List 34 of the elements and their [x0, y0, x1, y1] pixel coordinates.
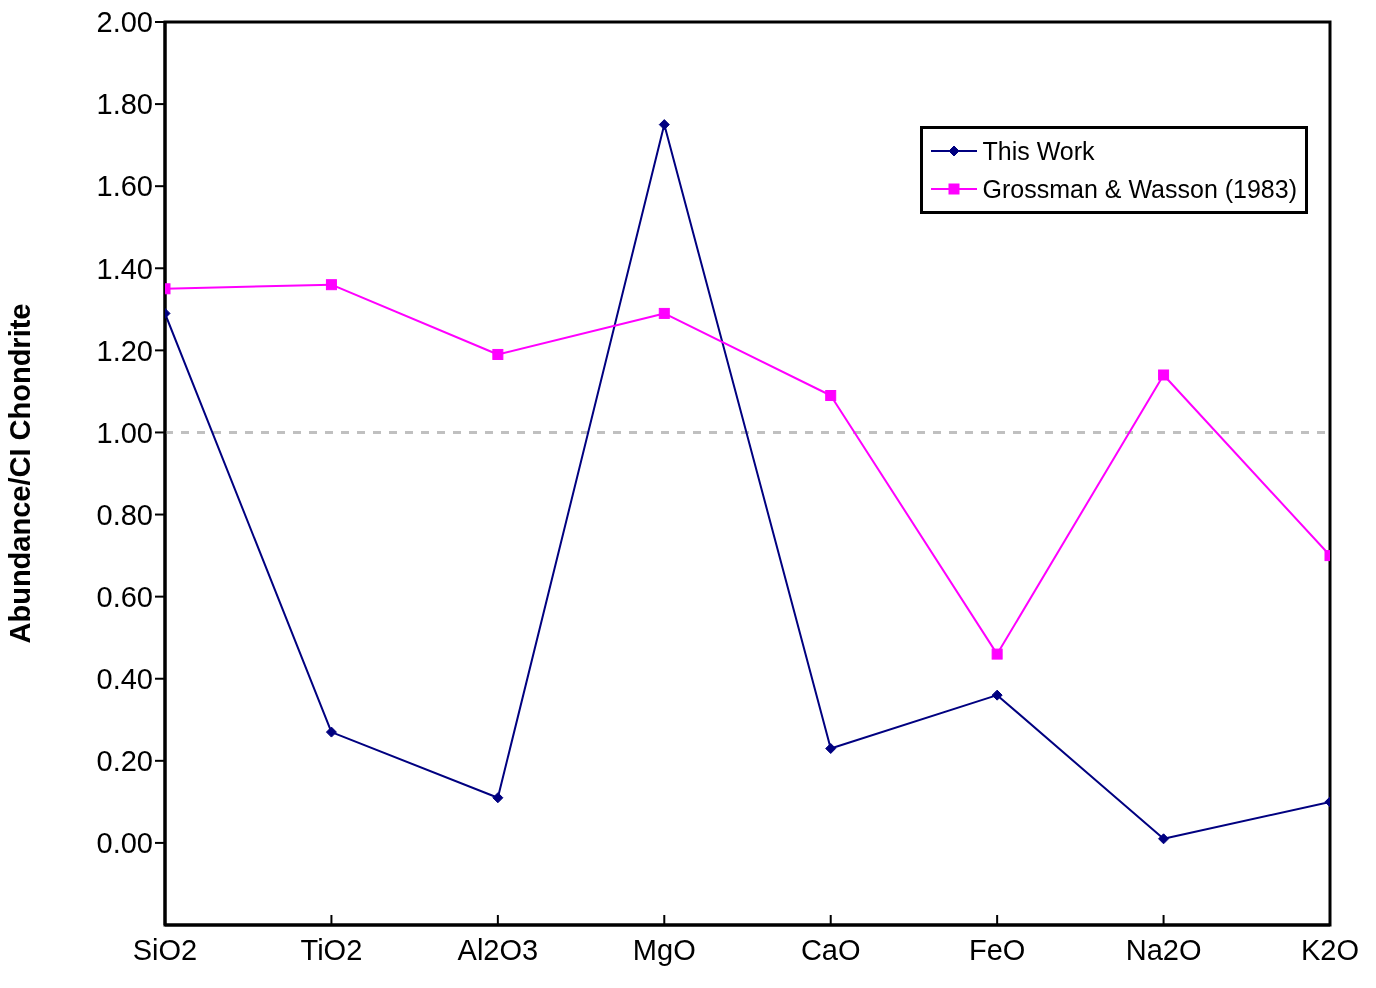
- x-tick-label: Al2O3: [457, 933, 539, 966]
- point: [991, 648, 1003, 660]
- point: [825, 743, 837, 754]
- y-tick-label: 1.40: [96, 252, 153, 285]
- y-tick-label: 0.60: [96, 580, 153, 613]
- y-tick-label: 2.00: [96, 6, 153, 39]
- y-axis-title: Abundance/CI Chondrite: [4, 303, 37, 644]
- legend-label: This Work: [982, 136, 1095, 166]
- point: [1158, 833, 1170, 845]
- point: [492, 792, 504, 804]
- y-tick-label: 0.00: [96, 827, 153, 860]
- point: [991, 689, 1003, 701]
- x-tick-label: FeO: [968, 933, 1026, 966]
- point: [325, 279, 337, 291]
- point: [658, 119, 670, 131]
- y-tick-label: 0.80: [96, 498, 153, 531]
- legend-label: Grossman & Wasson (1983): [982, 174, 1297, 204]
- point: [325, 726, 337, 738]
- point: [492, 348, 504, 360]
- point: [1158, 369, 1170, 381]
- y-tick-label: 0.20: [96, 745, 153, 778]
- x-tick-label: SiO2: [132, 933, 198, 966]
- x-tick-label: K2O: [1300, 933, 1360, 966]
- x-tick-label: TiO2: [300, 933, 363, 966]
- x-tick-label: Na2O: [1125, 933, 1202, 966]
- y-tick-label: 1.20: [96, 334, 153, 367]
- y-tick-label: 1.60: [96, 170, 153, 203]
- x-tick-label: CaO: [800, 933, 861, 966]
- point: [825, 390, 837, 402]
- y-tick-label: 1.80: [96, 88, 153, 121]
- point: [658, 307, 670, 319]
- y-tick-label: 0.40: [96, 663, 153, 696]
- y-tick-label: 1.00: [96, 416, 153, 449]
- x-tick-label: MgO: [632, 933, 696, 966]
